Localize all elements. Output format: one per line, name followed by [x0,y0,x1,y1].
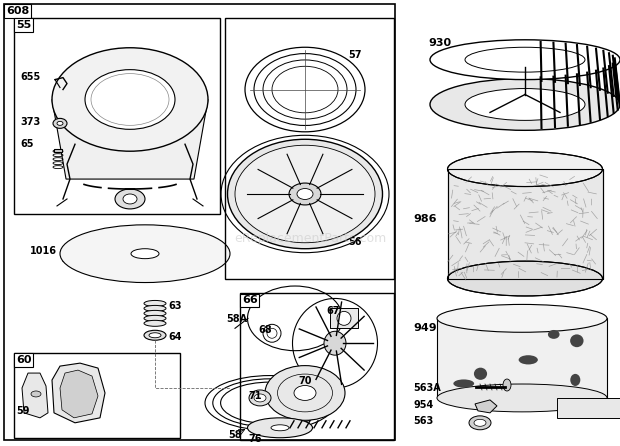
Bar [448,169,603,279]
Ellipse shape [271,425,289,431]
Ellipse shape [144,320,166,326]
Ellipse shape [570,334,583,347]
Ellipse shape [53,118,67,128]
Bar [448,169,603,279]
Text: 58A: 58A [226,314,247,324]
Bar [14,353,180,438]
Ellipse shape [448,152,603,186]
Ellipse shape [469,416,491,430]
Ellipse shape [519,355,538,364]
Ellipse shape [437,305,607,332]
Ellipse shape [453,380,474,388]
Ellipse shape [297,189,313,199]
Circle shape [267,328,277,338]
Text: 67: 67 [326,306,340,316]
Polygon shape [136,253,160,268]
Polygon shape [63,246,87,262]
Text: 986: 986 [413,214,436,224]
Text: 70: 70 [298,376,311,386]
Bar [225,18,394,279]
Ellipse shape [149,333,161,338]
Ellipse shape [265,366,345,420]
Bar [4,4,395,440]
Bar [330,308,358,328]
Ellipse shape [123,194,137,204]
Text: 1016: 1016 [30,246,57,256]
Polygon shape [60,370,98,418]
Text: 930: 930 [428,38,451,48]
Ellipse shape [57,121,63,125]
Text: 66: 66 [242,295,258,306]
Text: 64: 64 [168,332,182,342]
Ellipse shape [144,301,166,306]
Ellipse shape [465,47,585,72]
Ellipse shape [548,330,560,339]
Polygon shape [475,400,497,413]
Ellipse shape [144,330,166,340]
Text: 563: 563 [413,416,433,426]
Ellipse shape [254,394,266,402]
Ellipse shape [60,225,230,282]
Ellipse shape [503,379,511,391]
Text: 608: 608 [6,6,29,16]
Text: 59: 59 [16,406,30,416]
Text: 563A: 563A [413,383,441,393]
Text: 68: 68 [258,325,272,335]
Ellipse shape [144,306,166,311]
Ellipse shape [337,311,351,325]
Ellipse shape [247,418,312,438]
Ellipse shape [85,70,175,129]
Polygon shape [52,363,105,423]
Polygon shape [100,253,124,268]
Ellipse shape [474,368,487,380]
Text: 60: 60 [16,355,32,365]
Ellipse shape [430,40,620,79]
Text: 55: 55 [16,20,31,30]
Text: 65: 65 [20,139,33,149]
Ellipse shape [474,419,486,426]
Ellipse shape [228,139,383,249]
Text: 954: 954 [413,400,433,410]
Ellipse shape [115,189,145,209]
Text: eReplacementParts.com: eReplacementParts.com [234,232,386,245]
Ellipse shape [324,331,346,355]
Text: 57: 57 [348,50,361,60]
Bar [14,18,220,214]
Polygon shape [52,99,208,179]
Ellipse shape [52,48,208,151]
Circle shape [263,324,281,342]
Bar [240,293,394,440]
Text: 76: 76 [248,434,262,444]
Bar [437,318,607,398]
Ellipse shape [235,145,375,243]
Ellipse shape [570,374,580,386]
Text: 56: 56 [348,237,361,247]
Polygon shape [22,373,48,418]
Text: 71: 71 [248,391,262,401]
Ellipse shape [430,78,620,130]
Ellipse shape [448,261,603,296]
Polygon shape [557,398,620,418]
Ellipse shape [465,89,585,120]
Ellipse shape [249,390,271,406]
Ellipse shape [31,391,41,397]
Polygon shape [173,246,197,262]
Bar [54,149,62,152]
Ellipse shape [144,310,166,316]
Text: 58: 58 [228,430,242,440]
Ellipse shape [437,384,607,412]
Ellipse shape [294,385,316,401]
Text: 63: 63 [168,301,182,311]
Ellipse shape [144,315,166,321]
Text: 655: 655 [20,72,40,82]
Text: 949: 949 [413,323,436,333]
Ellipse shape [131,249,159,259]
Text: 373: 373 [20,117,40,128]
Ellipse shape [289,183,321,205]
